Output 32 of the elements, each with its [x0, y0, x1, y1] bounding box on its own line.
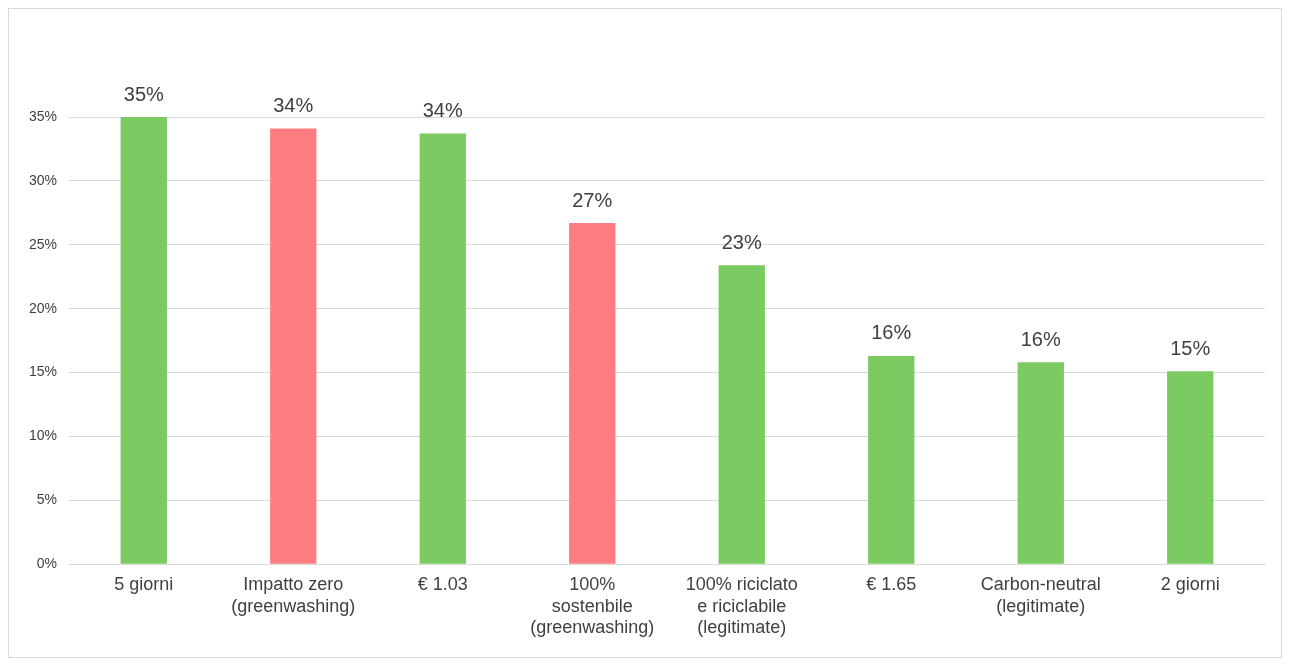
- data-label: 16%: [1020, 327, 1061, 350]
- y-tick-label: 25%: [28, 235, 58, 252]
- x-tick-label: 100% riciclato e riciclabile (legitimate): [685, 573, 798, 638]
- x-tick-label: Impatto zero (greenwashing): [231, 573, 356, 616]
- bar: [718, 265, 765, 564]
- data-label: 16%: [871, 321, 912, 344]
- y-tick-label: 35%: [28, 107, 58, 124]
- x-tick-label: € 1.03: [417, 573, 468, 594]
- x-tick-label: Carbon-neutral (legitimate): [980, 573, 1101, 616]
- data-label: 15%: [1170, 336, 1211, 359]
- y-tick-label: 30%: [28, 171, 58, 188]
- x-tick-label: 2 giorni: [1160, 573, 1220, 594]
- x-tick-label: 100% sostenbile (greenwashing): [530, 573, 655, 638]
- x-tick-label: 5 giorni: [114, 573, 174, 594]
- bar: [270, 128, 317, 564]
- x-tick-label: € 1.65: [866, 573, 917, 594]
- y-tick-label: 15%: [28, 363, 58, 380]
- bar: [419, 133, 466, 564]
- bar: [569, 223, 616, 564]
- bar: [120, 117, 167, 564]
- y-tick-label: 20%: [28, 299, 58, 316]
- data-label: 34%: [422, 99, 463, 122]
- data-label: 23%: [721, 230, 762, 253]
- data-label: 35%: [123, 82, 164, 105]
- data-label: 27%: [572, 188, 613, 211]
- bar: [868, 355, 915, 564]
- bar: [1167, 371, 1214, 564]
- y-tick-label: 0%: [36, 555, 58, 572]
- data-label: 34%: [273, 94, 314, 117]
- y-tick-label: 10%: [28, 427, 58, 444]
- bar: [1017, 362, 1064, 564]
- y-tick-label: 5%: [36, 491, 58, 508]
